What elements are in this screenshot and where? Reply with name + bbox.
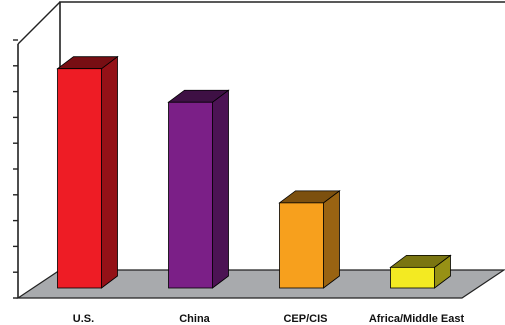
bar-front (57, 68, 102, 289)
x-tick-label: CEP/CIS (283, 313, 327, 325)
bar-front (390, 266, 435, 289)
x-tick-label: U.S. (73, 313, 94, 325)
bar-side (101, 55, 118, 289)
chart-side-wall-edge (17, 1, 61, 45)
bar (278, 190, 341, 289)
bar-side (212, 89, 229, 289)
category-labels: U.S. China CEP/CIS Africa/Middle East (73, 313, 465, 325)
chart-frame (13, 1, 505, 299)
x-tick-label: China (179, 313, 210, 325)
bar (56, 55, 119, 289)
bar-group (56, 55, 452, 289)
bar-front (279, 202, 324, 289)
x-tick-label: Africa/Middle East (369, 313, 465, 325)
chart-floor (16, 269, 505, 299)
bar-front (168, 101, 213, 289)
bar-side (323, 190, 340, 289)
bar (167, 89, 230, 289)
bar (389, 254, 452, 289)
